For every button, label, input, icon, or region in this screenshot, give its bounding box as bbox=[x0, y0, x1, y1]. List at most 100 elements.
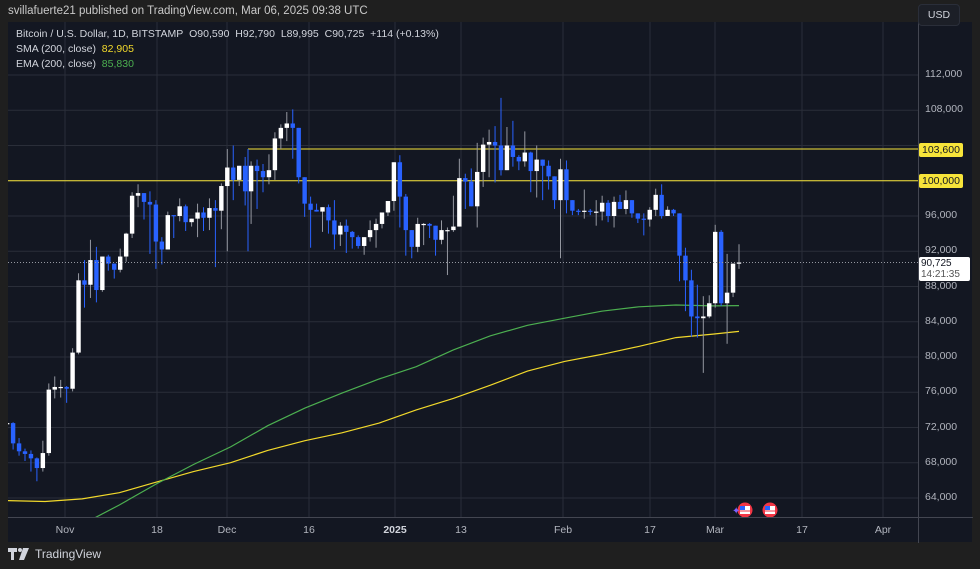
candle bbox=[475, 142, 480, 228]
candle bbox=[171, 215, 176, 239]
candle bbox=[379, 212, 385, 229]
candle bbox=[344, 219, 349, 254]
candle bbox=[492, 126, 498, 183]
candle bbox=[671, 208, 676, 216]
candle bbox=[350, 230, 355, 249]
economic-event-flag-icon[interactable] bbox=[737, 502, 753, 517]
legend-sma-row[interactable]: SMA (200, close) 82,905 bbox=[16, 42, 439, 57]
time-tick-label: 17 bbox=[796, 524, 808, 536]
candle bbox=[52, 376, 57, 399]
sma-label: SMA (200, close) bbox=[16, 43, 96, 55]
time-tick-label: Nov bbox=[55, 524, 75, 536]
footer-brand[interactable]: TradingView bbox=[8, 547, 101, 561]
candle bbox=[106, 254, 111, 271]
candle bbox=[564, 160, 569, 214]
candle bbox=[231, 145, 236, 201]
chart-plot-area[interactable]: ✦ bbox=[8, 22, 918, 517]
candle bbox=[123, 232, 129, 262]
time-tick-label: Mar bbox=[705, 524, 725, 536]
economic-event-flag-icon[interactable] bbox=[762, 502, 778, 517]
candle bbox=[165, 211, 170, 250]
candle bbox=[147, 191, 153, 254]
candle bbox=[433, 225, 438, 256]
chart-frame: ✦ Bitcoin / U.S. Dollar, 1D, BITSTAMP O9… bbox=[8, 22, 973, 543]
candle bbox=[284, 112, 289, 142]
time-axis[interactable]: Nov 18 Dec 16 2025 13 Feb 17 Mar 17 Apr bbox=[8, 517, 918, 543]
candle bbox=[356, 235, 361, 249]
high-value: H92,790 bbox=[235, 28, 275, 40]
candle bbox=[588, 208, 593, 216]
candle bbox=[534, 145, 539, 198]
candle bbox=[415, 217, 420, 253]
candle bbox=[302, 177, 307, 217]
candle bbox=[242, 156, 248, 206]
candle bbox=[201, 207, 206, 231]
candle bbox=[278, 124, 284, 150]
candle bbox=[546, 160, 551, 190]
price-tick-label: 68,000 bbox=[925, 455, 958, 468]
sma-value: 82,905 bbox=[101, 43, 134, 55]
candle bbox=[40, 440, 46, 472]
candle bbox=[373, 218, 379, 248]
candle bbox=[445, 227, 450, 276]
price-tick-label: 96,000 bbox=[925, 209, 958, 221]
candle bbox=[58, 379, 63, 398]
time-tick-label: Apr bbox=[874, 524, 892, 536]
candle bbox=[469, 168, 474, 207]
legend-ohlc-row[interactable]: Bitcoin / U.S. Dollar, 1D, BITSTAMP O90,… bbox=[16, 27, 439, 42]
time-tick-label: 2025 bbox=[383, 524, 407, 536]
candle bbox=[451, 195, 456, 232]
candle bbox=[552, 176, 557, 209]
candle bbox=[528, 151, 533, 193]
candle bbox=[463, 173, 468, 209]
candle bbox=[713, 224, 718, 308]
tradingview-logo-icon bbox=[8, 548, 29, 560]
price-tick-label: 88,000 bbox=[925, 279, 958, 292]
legend-ema-row[interactable]: EMA (200, close) 85,830 bbox=[16, 57, 439, 72]
candle bbox=[647, 207, 652, 227]
candle bbox=[159, 237, 165, 265]
candle bbox=[118, 248, 123, 273]
candle bbox=[10, 422, 16, 450]
candle bbox=[635, 213, 641, 224]
candle bbox=[100, 256, 105, 292]
candle bbox=[260, 164, 266, 193]
candle bbox=[653, 188, 658, 216]
candle bbox=[504, 126, 510, 171]
candle bbox=[724, 253, 730, 344]
candle bbox=[237, 165, 242, 187]
ema-label: EMA (200, close) bbox=[16, 58, 96, 70]
candle bbox=[290, 109, 295, 159]
last-price-label: 90,725 14:21:35 bbox=[919, 257, 970, 281]
candle bbox=[28, 450, 34, 472]
candle bbox=[207, 198, 212, 231]
candle bbox=[689, 269, 694, 337]
candle bbox=[64, 386, 69, 403]
candle bbox=[677, 213, 682, 282]
candle bbox=[183, 204, 188, 231]
candle bbox=[594, 200, 599, 226]
candle bbox=[439, 220, 444, 245]
candle bbox=[707, 295, 712, 319]
candle bbox=[361, 237, 367, 255]
price-axis[interactable] bbox=[918, 22, 973, 542]
candle bbox=[320, 207, 325, 232]
candle bbox=[272, 132, 278, 180]
price-tick-label: 112,000 bbox=[925, 68, 963, 80]
candle bbox=[570, 200, 575, 216]
price-tick-label: 92,000 bbox=[925, 244, 958, 257]
candle bbox=[522, 131, 527, 167]
candle bbox=[326, 204, 331, 234]
candle bbox=[141, 193, 147, 220]
time-tick-label: 18 bbox=[151, 524, 163, 536]
candle bbox=[736, 244, 742, 269]
candle bbox=[730, 263, 736, 298]
candle bbox=[76, 273, 81, 355]
candle bbox=[254, 159, 260, 209]
candle bbox=[599, 195, 605, 221]
currency-button[interactable]: USD bbox=[918, 4, 960, 26]
candle bbox=[695, 284, 700, 338]
candle bbox=[135, 184, 141, 208]
candle bbox=[629, 200, 635, 218]
level-label-103600: 103,600 bbox=[919, 143, 963, 157]
